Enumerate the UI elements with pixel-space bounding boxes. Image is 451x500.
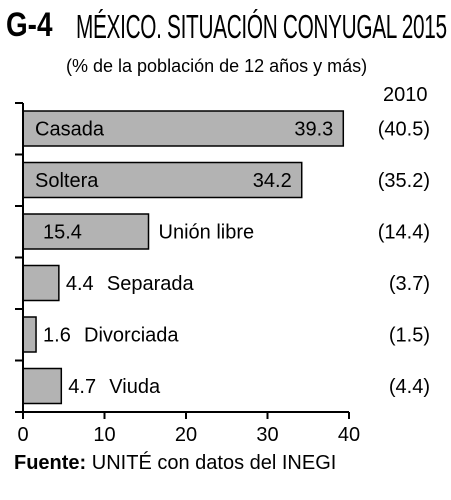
category-label: Divorciada — [84, 325, 179, 347]
comparison-label: (35.2) — [378, 170, 430, 192]
chart-title-text: MÉXICO. SITUACIÓN CONYUGAL 2015 — [76, 8, 447, 45]
category-label: Soltera — [35, 170, 99, 192]
comparison-label: (14.4) — [378, 222, 430, 244]
category-label: Unión libre — [159, 222, 255, 244]
bar — [22, 316, 37, 353]
comparison-label: (1.5) — [389, 325, 430, 347]
category-label: Viuda — [109, 376, 161, 398]
value-label: 15.4 — [43, 222, 82, 244]
bar — [22, 367, 63, 405]
comparison-year-label: 2010 — [383, 84, 428, 106]
source-note: Fuente: UNITÉ con datos del INEGI — [14, 452, 336, 475]
bar — [22, 161, 303, 199]
category-label: Separada — [107, 273, 195, 295]
comparison-label: (40.5) — [378, 119, 430, 141]
x-tick-label: 0 — [17, 424, 28, 446]
value-label: 4.4 — [66, 273, 94, 295]
value-label: 4.7 — [68, 376, 96, 398]
value-label: 34.2 — [253, 170, 292, 192]
x-tick-label: 40 — [338, 424, 360, 446]
x-tick-label: 30 — [256, 424, 278, 446]
bar — [22, 213, 150, 250]
x-tick-label: 10 — [93, 424, 115, 446]
source-label: Fuente: — [14, 452, 87, 474]
chart-title: G-4 MÉXICO. SITUACIÓN CONYUGAL 2015 — [6, 6, 447, 48]
bar — [22, 264, 60, 302]
chart-code: G-4 — [6, 6, 53, 44]
source-text: UNITÉ con datos del INEGI — [91, 452, 337, 474]
value-label: 1.6 — [43, 325, 71, 347]
comparison-label: (4.4) — [389, 376, 430, 398]
chart-subtitle: (% de la población de 12 años y más) — [66, 56, 368, 76]
x-tick-label: 20 — [175, 424, 197, 446]
comparison-label: (3.7) — [389, 273, 430, 295]
category-label: Casada — [35, 119, 105, 141]
value-label: 39.3 — [294, 119, 333, 141]
